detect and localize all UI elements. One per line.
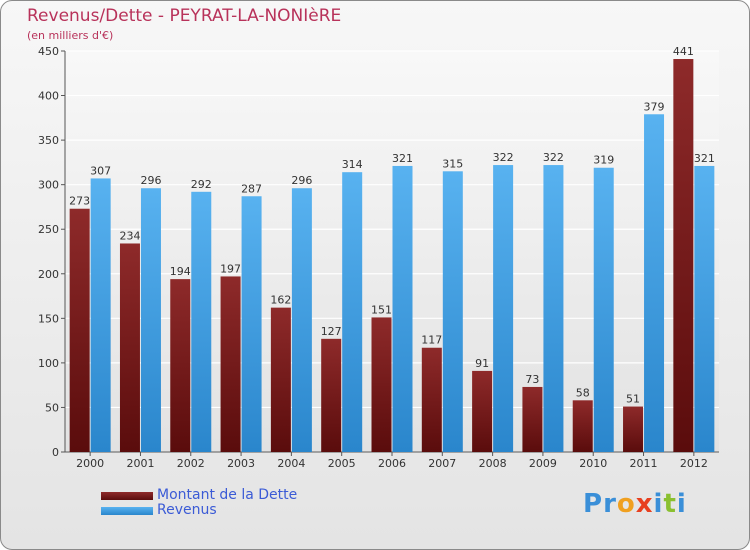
x-tick-label: 2012	[680, 457, 708, 470]
value-label-revenus-2000: 307	[90, 164, 111, 177]
logo-letter: i	[676, 489, 687, 519]
logo-letter: o	[616, 489, 636, 519]
value-label-dette-2009: 73	[525, 373, 539, 386]
x-tick-label: 2001	[126, 457, 154, 470]
value-label-dette-2001: 234	[119, 229, 140, 242]
value-label-revenus-2005: 314	[342, 158, 363, 171]
bar-revenus-2008	[493, 165, 514, 452]
y-tick-label: 250	[38, 223, 59, 236]
bar-revenus-2002	[191, 191, 212, 452]
value-label-revenus-2006: 321	[392, 152, 413, 165]
bar-revenus-2003	[241, 196, 262, 452]
value-label-revenus-2001: 296	[140, 174, 161, 187]
y-tick-label: 50	[45, 401, 59, 414]
y-tick-label: 200	[38, 268, 59, 281]
value-label-revenus-2007: 315	[442, 157, 463, 170]
y-tick-label: 450	[38, 45, 59, 58]
bar-dette-2003	[220, 276, 241, 452]
bar-dette-2001	[119, 243, 140, 452]
logo-letter: r	[603, 489, 617, 519]
value-label-dette-2000: 273	[69, 195, 90, 208]
logo-letter: x	[635, 489, 654, 519]
legend-label-revenus: Revenus	[157, 502, 217, 518]
x-tick-label: 2005	[328, 457, 356, 470]
y-tick-label: 150	[38, 312, 59, 325]
value-label-revenus-2011: 379	[644, 100, 665, 113]
y-tick-label: 350	[38, 134, 59, 147]
bar-dette-2008	[472, 370, 493, 452]
value-label-revenus-2008: 322	[493, 151, 514, 164]
value-label-dette-2011: 51	[626, 393, 640, 406]
bar-dette-2004	[270, 307, 291, 452]
x-tick-label: 2002	[177, 457, 205, 470]
y-tick-label: 100	[38, 357, 59, 370]
x-tick-label: 2004	[277, 457, 305, 470]
chart-subtitle: (en milliers d'€)	[27, 29, 114, 42]
legend-item-revenus: Revenus	[101, 503, 297, 518]
x-tick-label: 2011	[630, 457, 658, 470]
value-label-dette-2006: 151	[371, 303, 392, 316]
legend: Montant de la Dette Revenus	[101, 488, 297, 518]
bar-revenus-2009	[543, 165, 564, 452]
value-label-revenus-2003: 287	[241, 182, 262, 195]
value-label-dette-2010: 58	[576, 386, 590, 399]
bar-revenus-2006	[392, 165, 413, 452]
value-label-revenus-2010: 319	[593, 154, 614, 167]
x-tick-label: 2009	[529, 457, 557, 470]
value-label-dette-2007: 117	[421, 334, 442, 347]
legend-swatch-dette	[101, 491, 153, 500]
x-tick-label: 2000	[76, 457, 104, 470]
bar-dette-2007	[421, 347, 442, 452]
bar-revenus-2000	[90, 178, 111, 452]
bar-dette-2010	[572, 400, 593, 452]
legend-label-dette: Montant de la Dette	[157, 487, 298, 503]
value-label-dette-2005: 127	[321, 325, 342, 338]
bar-dette-2006	[371, 317, 392, 452]
y-tick-label: 300	[38, 179, 59, 192]
bar-dette-2005	[321, 338, 342, 452]
plot-area	[65, 51, 719, 452]
bar-dette-2000	[69, 208, 90, 452]
bar-revenus-2001	[140, 188, 161, 452]
bar-revenus-2012	[694, 165, 715, 452]
bar-dette-2009	[522, 386, 543, 452]
x-tick-label: 2006	[378, 457, 406, 470]
bar-revenus-2011	[644, 114, 665, 452]
bar-revenus-2010	[593, 167, 614, 453]
x-tick-label: 2007	[428, 457, 456, 470]
y-tick-label: 400	[38, 90, 59, 103]
value-label-revenus-2004: 296	[291, 174, 312, 187]
value-label-dette-2003: 197	[220, 262, 241, 275]
value-label-revenus-2012: 321	[694, 152, 715, 165]
bar-dette-2012	[673, 59, 694, 453]
bar-revenus-2005	[342, 172, 363, 453]
value-label-dette-2008: 91	[475, 357, 489, 370]
value-label-dette-2002: 194	[170, 265, 191, 278]
bar-revenus-2007	[442, 171, 463, 453]
value-label-dette-2012: 441	[673, 45, 694, 58]
chart-title: Revenus/Dette - PEYRAT-LA-NONIèRE	[27, 6, 342, 26]
value-label-revenus-2009: 322	[543, 151, 564, 164]
bar-revenus-2004	[291, 188, 312, 452]
x-tick-label: 2008	[479, 457, 507, 470]
x-tick-label: 2003	[227, 457, 255, 470]
logo-letter: i	[653, 489, 664, 519]
value-label-dette-2004: 162	[270, 294, 291, 307]
logo-letter: P	[583, 489, 604, 519]
x-tick-label: 2010	[579, 457, 607, 470]
legend-item-dette: Montant de la Dette	[101, 488, 297, 503]
y-tick-label: 0	[52, 446, 59, 459]
proxiti-logo: Proxiti	[583, 489, 687, 519]
value-label-revenus-2002: 292	[191, 178, 212, 191]
bar-dette-2002	[170, 279, 191, 452]
bar-dette-2011	[623, 406, 644, 452]
logo-letter: t	[663, 489, 677, 519]
legend-swatch-revenus	[101, 506, 153, 515]
